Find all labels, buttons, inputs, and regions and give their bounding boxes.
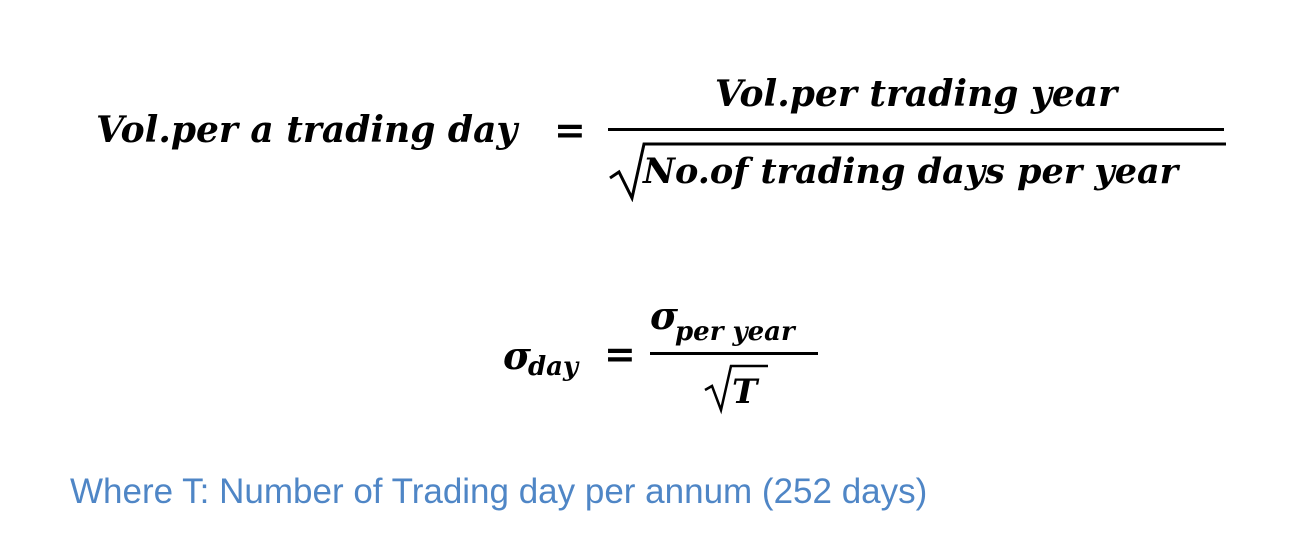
equation2-numerator-subscript: per year [675,317,795,347]
equation2-denominator-text: T [732,372,758,412]
equation2-numerator-sigma: σ [650,293,679,338]
equation1-fraction-bar [608,128,1224,131]
equation1-numerator: Vol.per trading year [714,73,1118,115]
equation1-lhs: Vol.per a trading day [96,109,518,151]
equation1-denominator: No.of trading days per year [606,138,1226,202]
square-root-icon [609,142,1226,202]
equation2-denominator: T [702,360,772,416]
equation2-equals-sign: = [604,331,636,376]
equation2-fraction-bar [650,352,818,355]
square-root-icon [704,364,768,415]
equation2-lhs-sigma: σ [503,333,532,378]
caption-note: Where T: Number of Trading day per annum… [70,472,928,511]
equation2-lhs-subscript: day [528,352,579,382]
equation1-denominator-text: No.of trading days per year [643,151,1179,192]
equation1-equals-sign: = [554,107,586,152]
